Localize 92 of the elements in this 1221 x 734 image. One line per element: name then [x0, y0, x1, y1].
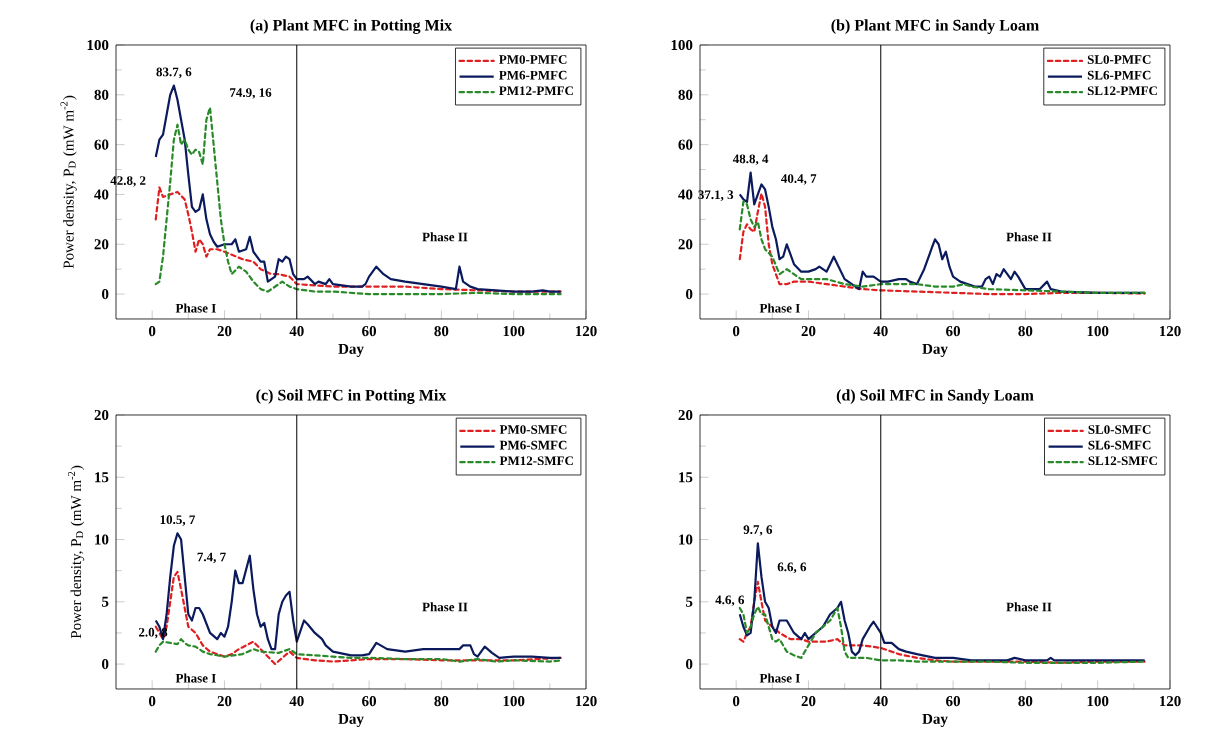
- annotation: Phase I: [175, 673, 216, 683]
- annotation: 7.4, 7: [197, 552, 226, 564]
- x-tick-label: 20: [801, 696, 816, 707]
- x-tick-label: 60: [362, 696, 377, 707]
- x-tick-label: 0: [148, 326, 156, 337]
- x-tick-label: 80: [1018, 696, 1033, 707]
- chart-title: (b) Plant MFC in Sandy Loam: [831, 19, 1039, 35]
- annotation: Phase II: [422, 232, 468, 242]
- chart-title: (d) Soil MFC in Sandy Loam: [836, 389, 1034, 405]
- annotation: Phase I: [759, 303, 800, 313]
- y-tick-label: 10: [679, 534, 693, 545]
- legend-label: SL6-SMFC: [1088, 440, 1151, 450]
- annotation: Phase II: [422, 602, 468, 612]
- y-tick-label: 40: [678, 189, 693, 200]
- x-tick-label: 80: [434, 326, 449, 337]
- x-tick-label: 80: [1018, 326, 1033, 337]
- annotation: 9.7, 6: [743, 525, 773, 537]
- x-tick-label: 20: [217, 696, 232, 707]
- x-tick-label: 20: [801, 326, 816, 337]
- annotation: Phase I: [759, 673, 800, 683]
- x-tick-label: 120: [575, 326, 597, 337]
- y-axis-title: Power density, P$_{D}$ (mW m$^{-2}$): [60, 96, 77, 269]
- y-tick-label: 10: [95, 534, 109, 545]
- annotation: Phase II: [1006, 602, 1052, 612]
- annotation: 83.7, 6: [156, 67, 192, 79]
- y-axis-title: Power density, P$_{D}$ (mW m$^{-2}$): [67, 466, 85, 639]
- chart-title: (a) Plant MFC in Potting Mix: [250, 19, 453, 35]
- legend-label: PM12-PMFC: [499, 86, 573, 96]
- chart-title: (c) Soil MFC in Potting Mix: [256, 389, 447, 405]
- y-tick-label: 100: [671, 40, 693, 51]
- x-tick-label: 100: [503, 696, 525, 707]
- x-tick-label: 40: [289, 326, 304, 337]
- legend-label: PM0-SMFC: [499, 425, 567, 435]
- y-tick-label: 5: [102, 597, 109, 607]
- legend-label: PM0-PMFC: [499, 55, 567, 65]
- x-tick-label: 40: [873, 326, 888, 337]
- x-axis-title: Day: [922, 714, 948, 728]
- x-axis-title: Day: [338, 714, 364, 728]
- y-tick-label: 5: [686, 597, 693, 607]
- x-tick-label: 0: [732, 696, 740, 707]
- legend-label: SL12-PMFC: [1087, 86, 1157, 96]
- annotation: 2.0, 8: [138, 628, 168, 639]
- y-tick-label: 40: [94, 189, 109, 200]
- x-tick-label: 60: [946, 696, 961, 707]
- x-tick-label: 60: [946, 326, 961, 337]
- y-tick-label: 0: [102, 289, 109, 300]
- x-tick-label: 20: [217, 326, 232, 337]
- annotation: Phase I: [175, 303, 216, 313]
- annotation: 10.5, 7: [160, 515, 196, 527]
- annotation: 37.1, 3: [698, 190, 734, 202]
- y-tick-label: 20: [94, 239, 109, 250]
- x-tick-label: 60: [362, 326, 377, 337]
- legend-label: PM12-SMFC: [499, 456, 573, 466]
- legend-label: PM6-PMFC: [499, 70, 567, 80]
- legend-label: SL6-PMFC: [1087, 70, 1151, 80]
- annotation: 48.8, 4: [732, 154, 769, 166]
- x-tick-label: 0: [148, 696, 156, 707]
- annotation: 40.4, 7: [781, 174, 817, 185]
- x-tick-label: 80: [434, 696, 449, 707]
- legend-label: SL0-SMFC: [1088, 425, 1151, 435]
- x-tick-label: 120: [1159, 326, 1181, 337]
- y-tick-label: 15: [95, 472, 109, 483]
- annotation: 74.9, 16: [230, 88, 272, 99]
- y-tick-label: 20: [94, 410, 109, 421]
- annotation: 6.6, 6: [777, 562, 807, 574]
- x-tick-label: 100: [1087, 696, 1109, 707]
- x-axis-title: Day: [922, 344, 948, 358]
- x-tick-label: 100: [503, 326, 525, 337]
- y-tick-label: 60: [94, 139, 109, 150]
- y-tick-label: 20: [678, 239, 693, 250]
- y-tick-label: 0: [102, 659, 109, 670]
- y-tick-label: 15: [679, 472, 693, 483]
- y-tick-label: 0: [686, 659, 693, 670]
- annotation: 4.6, 6: [715, 595, 745, 607]
- y-tick-label: 20: [678, 410, 693, 421]
- y-tick-label: 80: [94, 89, 109, 101]
- y-tick-label: 60: [678, 139, 693, 150]
- x-axis-title: Day: [338, 344, 364, 358]
- annotation: 42.8, 2: [110, 176, 146, 187]
- x-tick-label: 120: [1159, 696, 1181, 707]
- annotation: Phase II: [1006, 232, 1052, 242]
- x-tick-label: 40: [873, 696, 888, 707]
- x-tick-label: 120: [575, 696, 597, 707]
- legend-label: SL0-PMFC: [1087, 55, 1151, 65]
- x-tick-label: 0: [732, 326, 740, 337]
- x-tick-label: 100: [1087, 326, 1109, 337]
- legend-label: SL12-SMFC: [1088, 456, 1157, 466]
- y-tick-label: 80: [678, 89, 693, 101]
- x-tick-label: 40: [289, 696, 304, 707]
- y-tick-label: 0: [686, 289, 693, 300]
- y-tick-label: 100: [87, 40, 109, 51]
- legend-label: PM6-SMFC: [499, 440, 567, 450]
